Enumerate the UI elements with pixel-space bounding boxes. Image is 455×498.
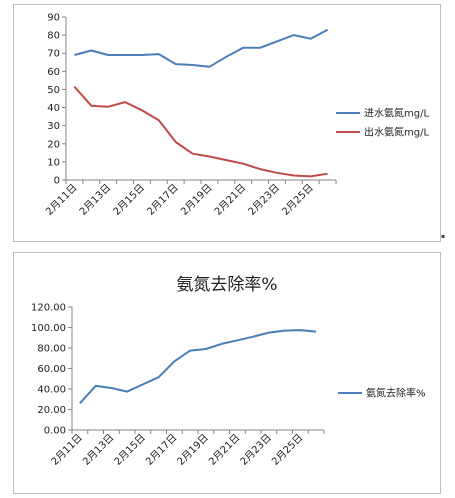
data-point — [73, 86, 75, 88]
x-tick-label: 2月17日 — [143, 432, 179, 468]
data-point — [293, 34, 295, 36]
data-point — [124, 101, 126, 103]
data-point — [205, 348, 207, 350]
data-point — [189, 350, 191, 352]
series-line-1 — [79, 329, 317, 404]
data-point — [141, 109, 143, 111]
legend-label-2: 出水氨氮mg/L — [364, 126, 429, 139]
data-point — [158, 53, 160, 55]
legend-label-1: 进水氨氮mg/L — [364, 107, 429, 120]
x-tick-label: 2月21日 — [206, 432, 242, 468]
y-tick-label: 40 — [47, 103, 60, 114]
data-point — [107, 54, 109, 56]
x-tick-label: 2月25日 — [269, 432, 305, 468]
data-point — [284, 330, 286, 332]
removal-rate-chart: 氨氮去除率% 0.00 20.00 40.00 60.00 80.00 100.00 120.… — [13, 252, 441, 494]
data-point — [175, 141, 177, 143]
x-tick-label: 2月11日 — [43, 182, 79, 218]
data-point — [158, 119, 160, 121]
data-point — [95, 385, 97, 387]
data-point — [236, 339, 238, 341]
x-tick-label: 2月23日 — [246, 182, 282, 218]
data-point — [293, 174, 295, 176]
x-tick-label: 2月23日 — [238, 432, 274, 468]
y-tick-label: 100.00 — [31, 323, 66, 334]
stray-mark: ▪ — [441, 233, 446, 240]
data-point — [107, 106, 109, 108]
data-point — [315, 331, 317, 333]
y-tick-label: 80 — [47, 31, 60, 42]
chart-title: 氨氮去除率% — [176, 275, 277, 295]
data-point — [225, 159, 227, 161]
y-tick-label: 60 — [47, 67, 60, 78]
y-tick-label: 30 — [47, 121, 60, 132]
y-tick-label: 40.00 — [37, 385, 66, 396]
data-point — [252, 336, 254, 338]
x-tick-label: 2月15日 — [112, 432, 148, 468]
data-point — [299, 329, 301, 331]
data-point — [242, 47, 244, 49]
removal-rate-chart-svg: 氨氮去除率% 0.00 20.00 40.00 60.00 80.00 100.00 120.… — [31, 275, 426, 468]
x-tick-label: 2月13日 — [77, 182, 113, 218]
y-tick-label: 120.00 — [31, 303, 66, 314]
x-tick-label: 2月17日 — [145, 182, 181, 218]
y-tick-label: 0.00 — [44, 426, 66, 437]
data-point — [327, 29, 329, 31]
data-point — [208, 66, 210, 68]
x-tick-label: 2月11日 — [49, 432, 85, 468]
ammonia-nitrogen-chart-svg: 01020304050607080902月11日2月13日2月15日2月17日2… — [43, 13, 429, 218]
data-point — [158, 376, 160, 378]
x-tick-label: 2月25日 — [280, 182, 316, 218]
data-point — [221, 343, 223, 345]
data-point — [192, 64, 194, 66]
y-tick-label: 20.00 — [37, 405, 66, 416]
y-tick-label: 70 — [47, 49, 60, 60]
data-point — [175, 63, 177, 65]
y-tick-label: 60.00 — [37, 364, 66, 375]
data-point — [310, 175, 312, 177]
data-point — [73, 54, 75, 56]
data-point — [79, 402, 81, 404]
y-tick-label: 20 — [47, 139, 60, 150]
data-point — [90, 105, 92, 107]
y-tick-label: 0 — [54, 176, 60, 187]
data-point — [192, 153, 194, 155]
x-tick-label: 2月15日 — [111, 182, 147, 218]
series-line-2 — [73, 86, 328, 178]
y-tick-label: 50 — [47, 85, 60, 96]
data-point — [124, 54, 126, 56]
data-point — [126, 391, 128, 393]
data-point — [276, 172, 278, 174]
x-tick-label: 2月13日 — [80, 432, 116, 468]
data-point — [276, 40, 278, 42]
x-tick-label: 2月19日 — [178, 182, 214, 218]
data-point — [242, 163, 244, 165]
data-point — [268, 332, 270, 334]
data-point — [110, 387, 112, 389]
data-point — [142, 383, 144, 385]
data-point — [90, 50, 92, 52]
data-point — [141, 54, 143, 56]
ammonia-nitrogen-chart: 0 10 20 30 40 50 60 70 80 90 2月11日 2月13日 2月15日 2月17日 2… — [13, 4, 441, 242]
x-tick-label: 2月21日 — [212, 182, 248, 218]
data-point — [225, 56, 227, 58]
data-point — [208, 155, 210, 157]
y-tick-label: 10 — [47, 157, 60, 168]
legend-label-1: 氨氮去除率% — [366, 387, 426, 400]
y-tick-label: 90 — [47, 13, 60, 24]
data-point — [259, 47, 261, 49]
y-tick-label: 80.00 — [37, 344, 66, 355]
data-point — [327, 173, 329, 175]
series-line-1 — [74, 28, 329, 68]
data-point — [310, 38, 312, 40]
x-tick-label: 2月19日 — [175, 432, 211, 468]
data-point — [259, 168, 261, 170]
data-point — [173, 360, 175, 362]
